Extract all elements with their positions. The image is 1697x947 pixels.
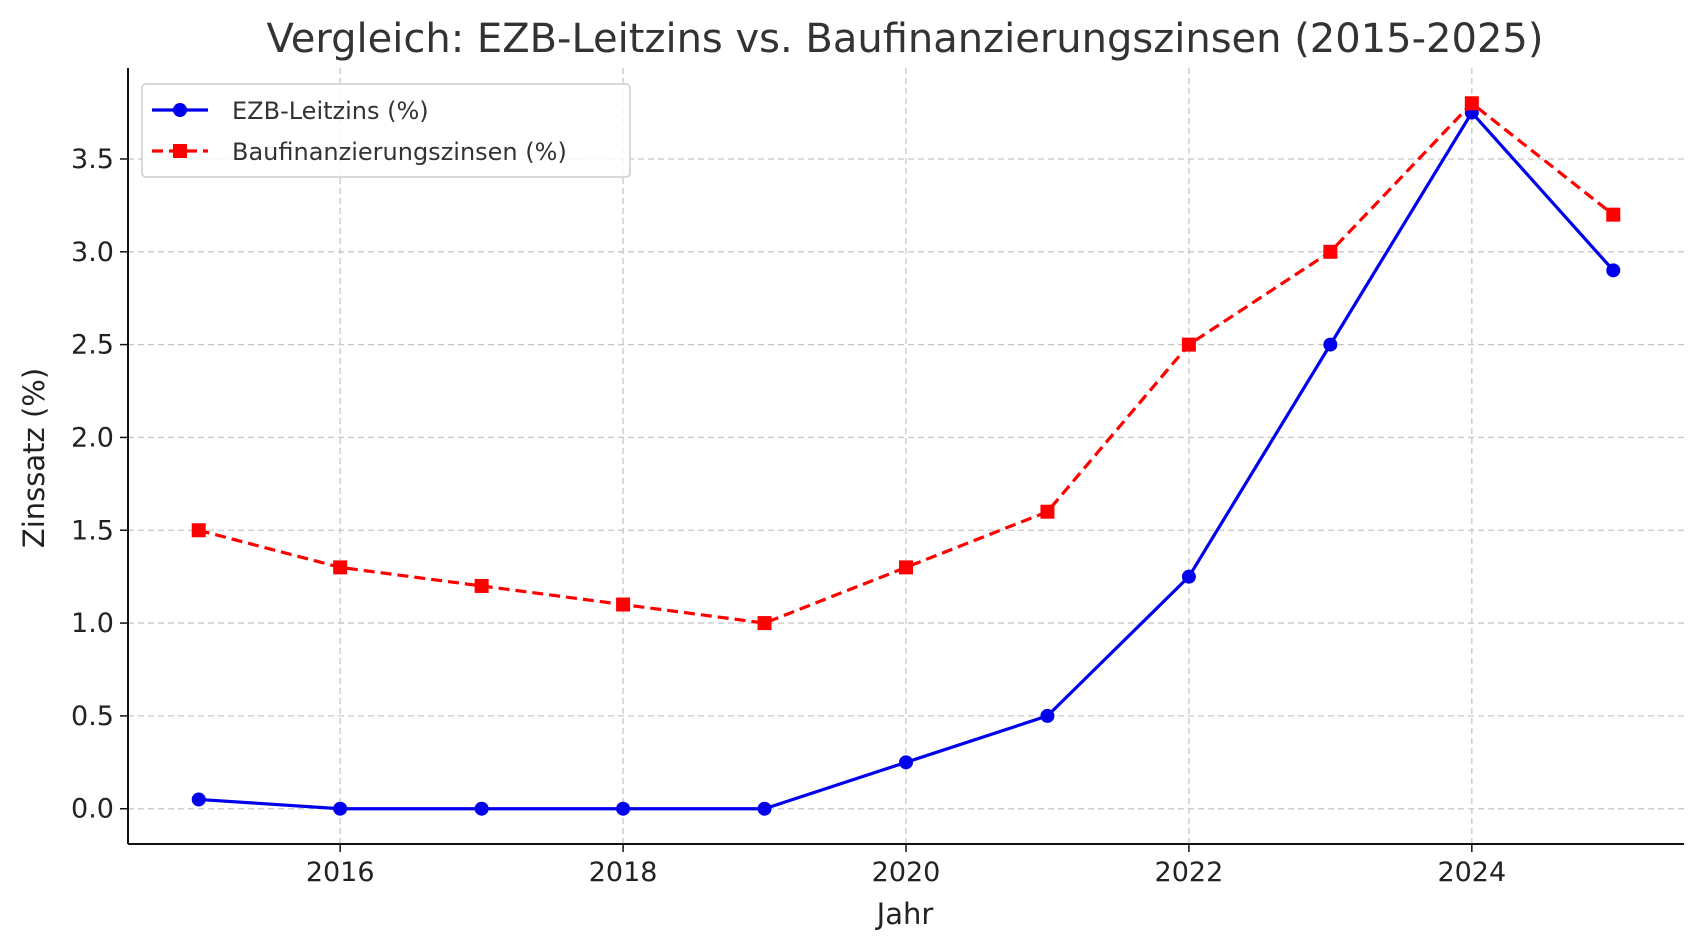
y-tick-label: 1.0 — [71, 608, 114, 639]
y-tick-label: 0.5 — [71, 701, 114, 732]
legend: EZB-Leitzins (%) Baufinanzierungszinsen (… — [141, 83, 631, 178]
x-tick-label: 2020 — [872, 857, 941, 888]
y-tick-label: 1.5 — [71, 515, 114, 546]
x-tick-label: 2022 — [1155, 857, 1224, 888]
x-tick-label: 2016 — [306, 857, 375, 888]
x-tick-label: 2018 — [589, 857, 658, 888]
y-axis-label: Zinssatz (%) — [17, 368, 51, 548]
ezb-leitzins-point — [899, 755, 913, 770]
ezb-leitzins-point — [616, 801, 631, 816]
ezb-leitzins-point — [1040, 708, 1055, 723]
baufinanzierungszinsen-point — [474, 578, 489, 593]
baufinanzierungszinsen-line — [198, 101, 1615, 625]
baufinanzierungszinsen-point — [1181, 337, 1196, 352]
baufinanzierungszinsen-point — [757, 616, 772, 631]
y-tick-label: 2.5 — [71, 330, 114, 361]
axes: 2016 2018 2020 2022 2024 0.0 0.5 1.0 1.5 2.0 2.5 3.… — [71, 68, 1684, 888]
ezb-leitzins-point — [757, 801, 772, 816]
legend-ezb-leitzins-marker — [173, 103, 187, 117]
ezb-leitzins-point — [474, 801, 489, 816]
y-tick-label: 2.0 — [71, 422, 114, 453]
y-tick-label: 3.0 — [71, 237, 114, 268]
chart-title: Vergleich: EZB-Leitzins vs. Baufinanzier… — [267, 16, 1544, 62]
grid-lines — [128, 68, 1684, 844]
baufinanzierungszinsen-point — [1040, 504, 1055, 519]
y-tick-label: 0.0 — [71, 794, 114, 825]
ezb-leitzins-point — [1606, 263, 1621, 278]
baufinanzierungszinsen-point — [1464, 96, 1479, 111]
baufinanzierungszinsen-point — [333, 560, 348, 575]
legend-box — [141, 83, 631, 178]
baufinanzierungszinsen-point — [899, 560, 913, 575]
ezb-leitzins-point — [1181, 569, 1196, 584]
ezb-leitzins-point — [191, 792, 206, 807]
x-tick-label: 2024 — [1437, 857, 1506, 888]
x-axis-label: Jahr — [875, 897, 934, 931]
baufinanzierungszinsen-point — [191, 523, 206, 538]
y-tick-label: 3.5 — [71, 144, 114, 175]
ezb-leitzins-point — [1323, 337, 1338, 352]
ezb-leitzins-point — [333, 801, 348, 816]
legend-baufinanzierungszinsen-marker — [173, 144, 187, 158]
baufinanzierungszinsen-point — [1606, 207, 1621, 222]
baufinanzierungszinsen-point — [1323, 244, 1338, 259]
series-layer — [191, 96, 1621, 816]
legend-baufinanzierungszinsen-label: Baufinanzierungszinsen (%) — [232, 138, 567, 166]
legend-ezb-leitzins-label: EZB-Leitzins (%) — [232, 97, 429, 125]
baufinanzierungszinsen-point — [616, 597, 631, 612]
